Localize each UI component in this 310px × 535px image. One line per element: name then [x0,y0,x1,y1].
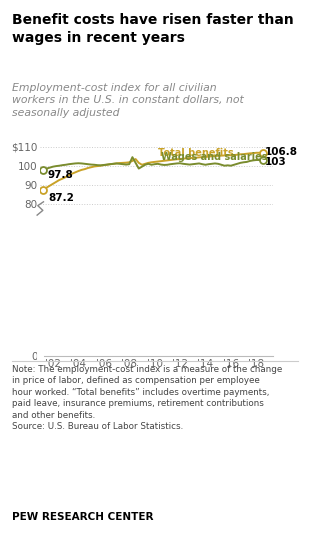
Text: Employment-cost index for all civilian
workers in the U.S. in constant dollars, : Employment-cost index for all civilian w… [12,83,244,118]
Text: 106.8: 106.8 [264,147,298,157]
Text: 103: 103 [264,157,286,166]
Text: Benefit costs have risen faster than
wages in recent years: Benefit costs have risen faster than wag… [12,13,294,45]
Text: PEW RESEARCH CENTER: PEW RESEARCH CENTER [12,511,154,522]
Text: Total benefits: Total benefits [158,148,234,158]
Text: Note: The employment-cost index is a measure of the change
in price of labor, de: Note: The employment-cost index is a mea… [12,365,283,431]
Text: 97.8: 97.8 [48,171,74,180]
Text: Wages and salaries: Wages and salaries [161,152,268,163]
Text: 87.2: 87.2 [48,193,74,203]
